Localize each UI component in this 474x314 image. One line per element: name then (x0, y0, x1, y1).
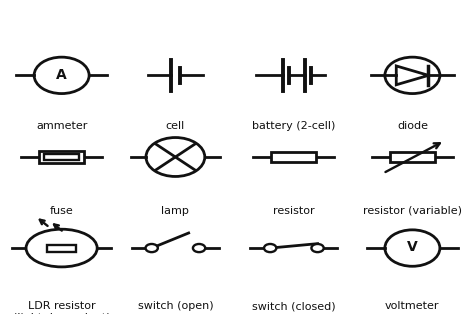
Bar (271, 152, 316, 162)
Circle shape (264, 244, 276, 252)
Text: lamp: lamp (162, 206, 189, 216)
Text: ammeter: ammeter (36, 121, 87, 131)
Text: fuse: fuse (50, 206, 73, 216)
Text: switch (open): switch (open) (137, 301, 213, 311)
Text: cell: cell (166, 121, 185, 131)
Circle shape (385, 57, 440, 94)
Circle shape (146, 244, 158, 252)
Text: resistor: resistor (273, 206, 315, 216)
Text: LDR resistor
(light dependent): LDR resistor (light dependent) (13, 301, 110, 314)
Circle shape (146, 138, 205, 176)
Circle shape (34, 57, 89, 94)
Circle shape (311, 244, 324, 252)
Text: diode: diode (397, 121, 428, 131)
Circle shape (193, 244, 205, 252)
Bar (390, 152, 435, 162)
Bar (44, 154, 79, 160)
Text: V: V (407, 241, 418, 254)
Ellipse shape (26, 229, 97, 267)
Text: voltmeter: voltmeter (385, 301, 439, 311)
Text: switch (closed): switch (closed) (252, 301, 336, 311)
Text: battery (2-cell): battery (2-cell) (252, 121, 336, 131)
Text: A: A (56, 68, 67, 82)
Circle shape (385, 230, 440, 266)
Text: resistor (variable): resistor (variable) (363, 206, 462, 216)
Bar (47, 245, 76, 252)
Bar (39, 151, 84, 163)
